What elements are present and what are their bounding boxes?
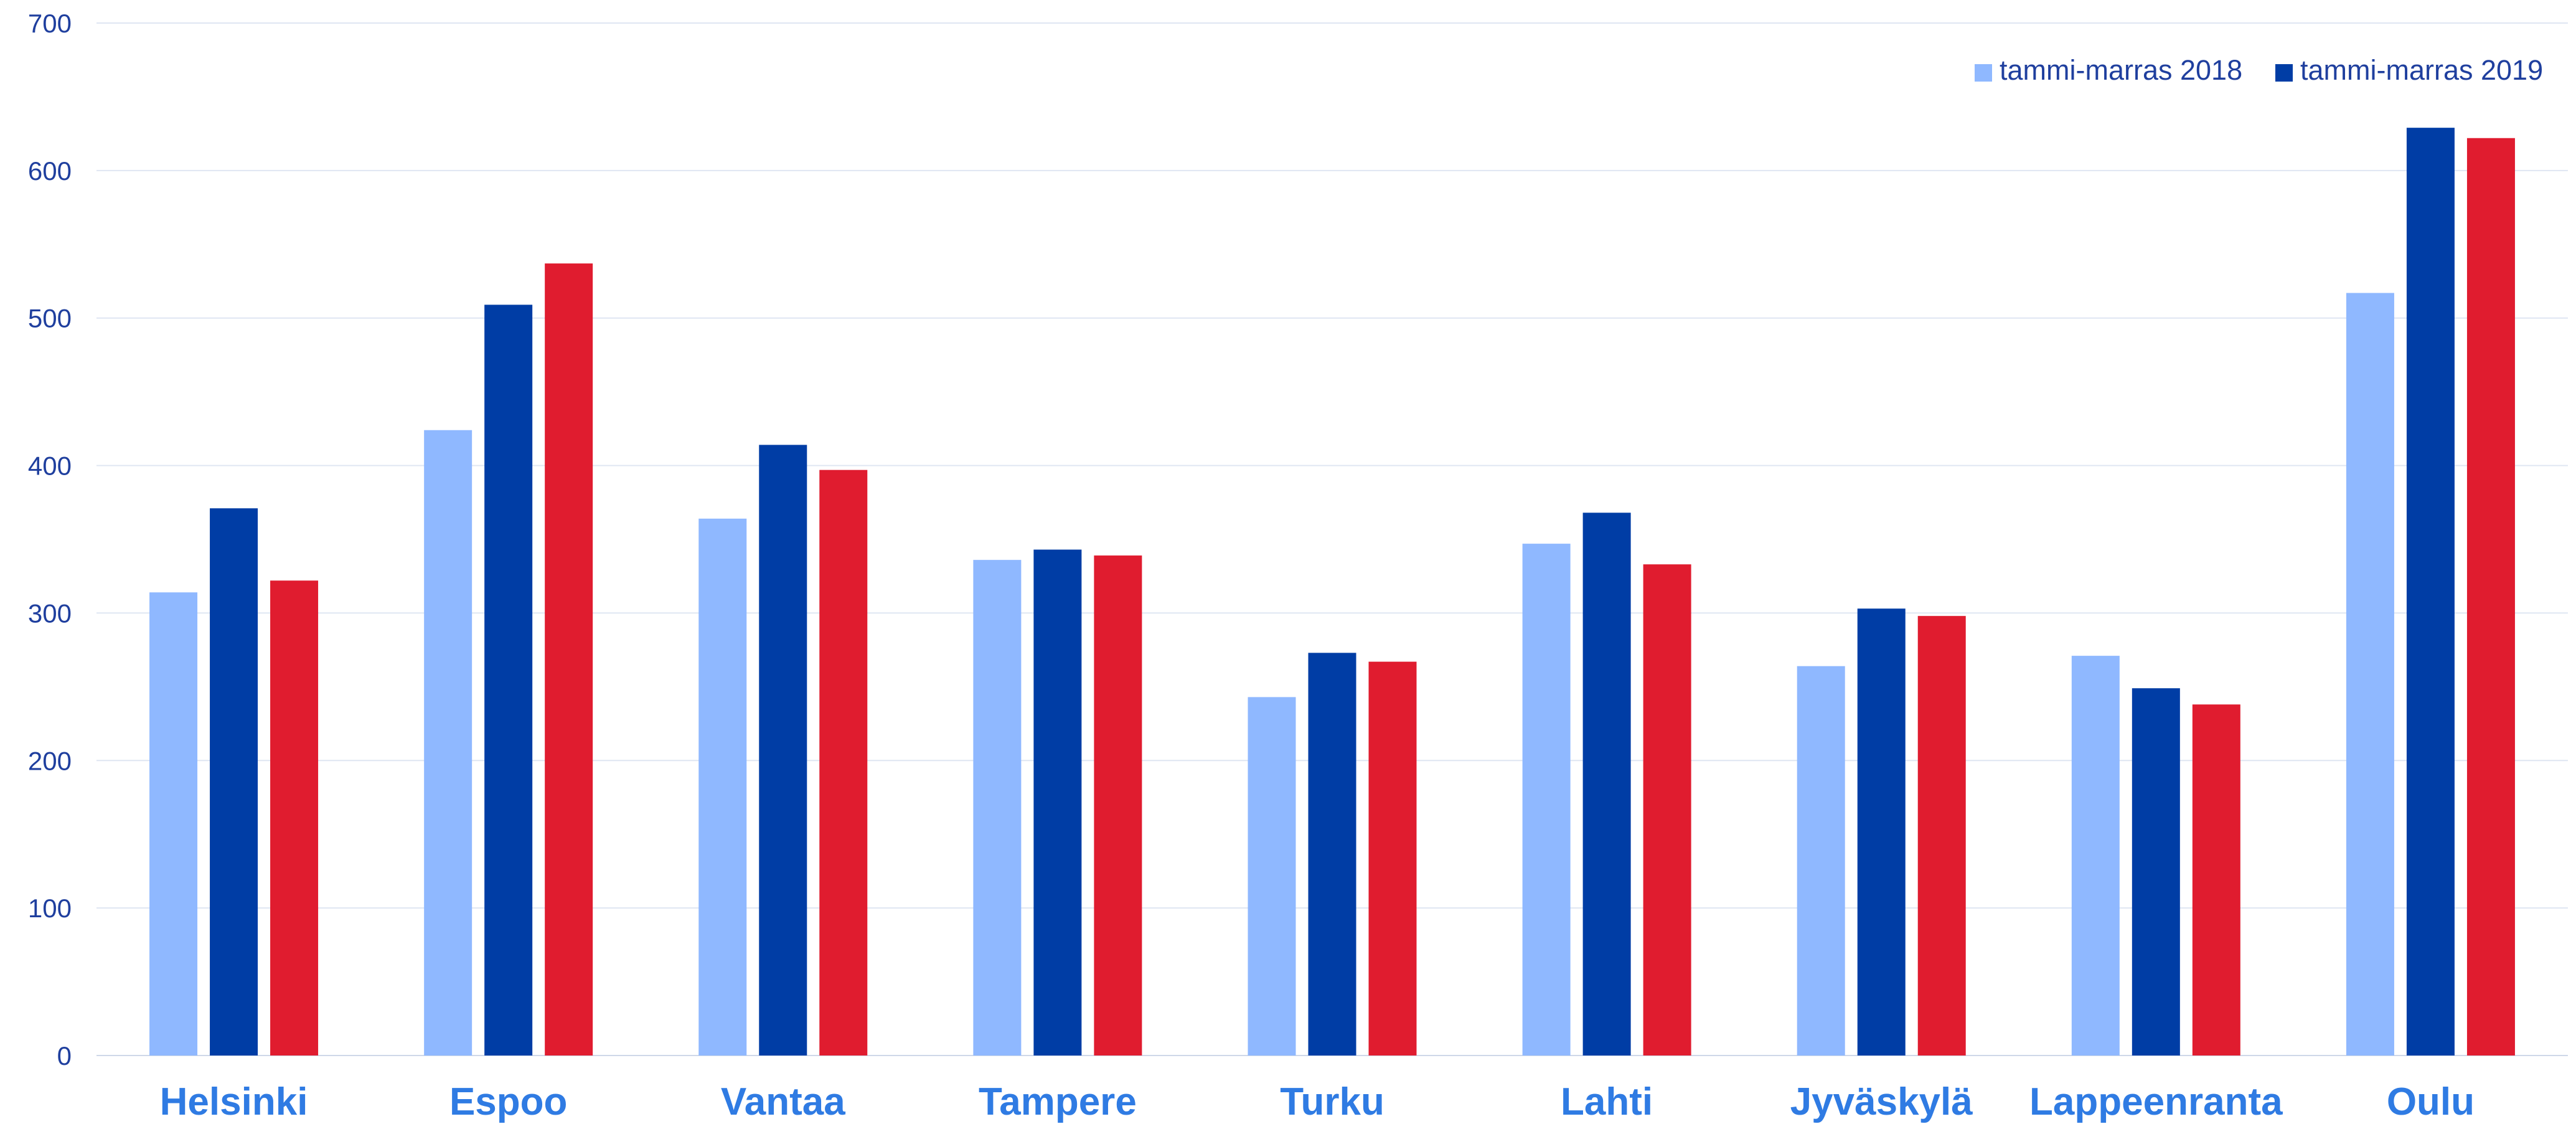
bar-lahti-series-1 [1522, 544, 1571, 1056]
y-tick-label: 700 [28, 9, 72, 38]
bar-tampere-series-1 [973, 560, 1022, 1056]
bar-helsinki-series-3 [270, 580, 319, 1056]
bar-tampere-series-2 [1033, 549, 1082, 1056]
bar-jyväskylä-series-3 [1917, 616, 1966, 1056]
bar-helsinki-series-2 [210, 508, 258, 1056]
bar-oulu-series-2 [2406, 128, 2455, 1056]
bar-turku-series-3 [1368, 661, 1417, 1056]
category-label: Vantaa [721, 1080, 845, 1123]
bars [149, 128, 2515, 1056]
bar-vantaa-series-1 [698, 518, 747, 1056]
y-tick-label: 100 [28, 894, 72, 923]
legend-swatch [1975, 64, 1992, 82]
bar-lappeenranta-series-1 [2071, 656, 2120, 1056]
bar-oulu-series-1 [2346, 293, 2394, 1056]
y-tick-label: 600 [28, 156, 72, 186]
bar-espoo-series-1 [424, 430, 472, 1056]
bar-lahti-series-2 [1582, 512, 1631, 1056]
y-tick-label: 200 [28, 746, 72, 775]
legend-swatch [2275, 64, 2293, 82]
legend-label: tammi-marras 2019 [2300, 54, 2543, 86]
y-axis-ticks: 0 100 200 300 400 500 600 700 [28, 9, 72, 1070]
bar-vantaa-series-2 [759, 445, 807, 1056]
category-label: Tampere [979, 1080, 1137, 1123]
bar-espoo-series-3 [545, 263, 593, 1056]
category-label: Turku [1280, 1080, 1384, 1123]
bar-lahti-series-3 [1643, 564, 1691, 1056]
bar-turku-series-1 [1248, 697, 1296, 1056]
category-label: Lahti [1561, 1080, 1653, 1123]
bar-turku-series-2 [1308, 653, 1356, 1056]
y-tick-label: 300 [28, 598, 72, 628]
bar-oulu-series-3 [2466, 138, 2515, 1056]
y-tick-label: 400 [28, 451, 72, 481]
category-labels: Helsinki Espoo Vantaa Tampere Turku Lahti Jyvä… [160, 1080, 2475, 1123]
bar-espoo-series-2 [484, 305, 533, 1056]
bar-helsinki-series-1 [149, 592, 198, 1056]
y-tick-label: 500 [28, 304, 72, 333]
category-label: Helsinki [160, 1080, 308, 1123]
bar-lappeenranta-series-2 [2132, 688, 2180, 1056]
category-label: Oulu [2387, 1080, 2475, 1123]
bar-tampere-series-3 [1094, 555, 1142, 1056]
bar-vantaa-series-3 [819, 470, 868, 1056]
y-tick-label: 0 [57, 1041, 72, 1070]
legend: tammi-marras 2018 tammi-marras 2019 [1975, 54, 2543, 86]
category-label: Lappeenranta [2029, 1080, 2283, 1123]
category-label: Jyväskylä [1790, 1080, 1973, 1123]
bar-jyväskylä-series-1 [1797, 666, 1845, 1056]
legend-label: tammi-marras 2018 [2000, 54, 2242, 86]
bar-jyväskylä-series-2 [1857, 608, 1906, 1056]
bar-lappeenranta-series-3 [2192, 704, 2240, 1056]
category-label: Espoo [449, 1080, 567, 1123]
